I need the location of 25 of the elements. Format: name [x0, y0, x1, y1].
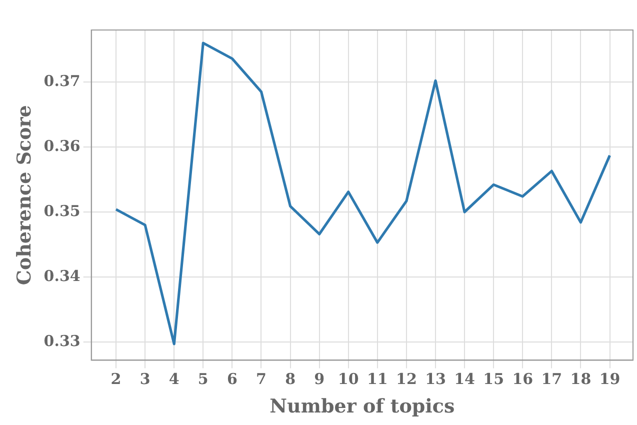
- x-tick-label: 13: [425, 370, 446, 388]
- x-tick-label: 16: [512, 370, 534, 388]
- x-tick-label: 2: [110, 370, 122, 388]
- x-tick-label: 14: [454, 370, 475, 388]
- x-tick-label: 7: [256, 370, 266, 388]
- y-tick-label: 0.37: [44, 72, 80, 90]
- x-tick-label: 4: [168, 370, 180, 388]
- x-tick-label: 8: [285, 370, 296, 388]
- x-tick-label: 9: [314, 370, 325, 388]
- y-tick-label: 0.34: [44, 266, 80, 285]
- x-tick-label: 11: [366, 370, 388, 388]
- x-tick-label: 5: [198, 370, 208, 388]
- x-tick-label: 15: [483, 370, 504, 388]
- x-tick-label: 18: [570, 370, 592, 388]
- x-axis-title: Number of topics: [270, 396, 455, 418]
- y-tick-label: 0.33: [44, 332, 80, 350]
- y-tick-label: 0.35: [44, 202, 80, 220]
- x-tick-label: 19: [599, 370, 620, 388]
- y-tick-label: 0.36: [44, 136, 80, 155]
- x-tick-label: 10: [338, 370, 359, 388]
- y-axis-title: Coherence Score: [13, 105, 36, 286]
- x-tick-label: 17: [541, 370, 562, 388]
- x-tick-label: 12: [396, 370, 417, 388]
- x-tick-label: 3: [140, 370, 150, 388]
- x-tick-label: 6: [226, 370, 238, 388]
